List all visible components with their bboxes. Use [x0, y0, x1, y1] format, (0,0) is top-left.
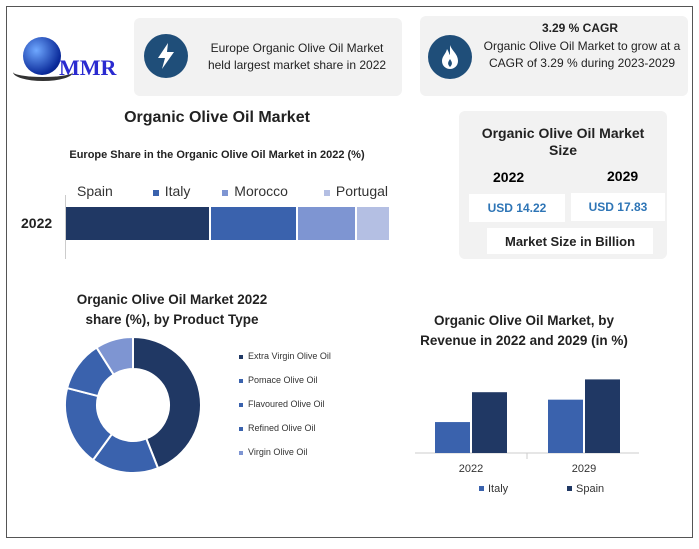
legend-italy: Italy — [164, 183, 191, 199]
legend-morocco: Morocco — [234, 183, 288, 199]
legend-portugal: Portugal — [335, 183, 389, 199]
legend-swatch — [239, 354, 243, 359]
bar-segment-spain — [66, 207, 209, 240]
legend-spain: Spain — [576, 483, 604, 495]
legend-swatch — [239, 450, 243, 455]
legend-label: Flavoured Olive Oil — [248, 399, 325, 409]
stacked-chart-title: Europe Share in the Organic Olive Oil Ma… — [69, 149, 365, 161]
donut-legend-item: Flavoured Olive Oil — [239, 399, 331, 423]
stacked-category-label: 2022 — [21, 215, 53, 231]
revenue-title: Organic Olive Oil Market, by Revenue in … — [420, 313, 628, 348]
logo-text: MMR — [59, 55, 117, 80]
legend-label: Refined Olive Oil — [248, 423, 316, 433]
value-2022: USD 14.22 — [469, 194, 565, 222]
legend-swatch — [239, 426, 243, 431]
legend-spain: Spain — [77, 183, 113, 199]
highlight-card-europe: Europe Organic Olive Oil Market held lar… — [134, 18, 402, 96]
value-2029: USD 17.83 — [571, 193, 665, 221]
donut-slice-4 — [95, 335, 134, 376]
x-tick-label: 2022 — [459, 463, 483, 475]
legend-label: Pomace Olive Oil — [248, 375, 318, 385]
donut-title: Organic Olive Oil Market 2022 share (%),… — [76, 292, 268, 327]
cagr-card: 3.29 % CAGR Organic Olive Oil Market to … — [420, 16, 688, 96]
cagr-text: Organic Olive Oil Market to grow at a CA… — [483, 39, 681, 70]
donut-chart — [64, 335, 202, 474]
bar-italy-2022 — [435, 422, 470, 453]
legend-swatch-italy — [479, 486, 484, 491]
donut-legend-item: Virgin Olive Oil — [239, 447, 331, 471]
donut-slice-0 — [132, 335, 202, 470]
legend-label: Extra Virgin Olive Oil — [248, 351, 331, 361]
legend-swatch-morocco — [222, 190, 229, 196]
legend-italy: Italy — [488, 483, 509, 495]
infographic: MMR Europe Organic Olive Oil Market held… — [6, 6, 693, 538]
page-title: Organic Olive Oil Market — [124, 109, 310, 126]
bar-segment-italy — [210, 207, 297, 240]
bar-spain-2029 — [585, 379, 620, 453]
market-size-unit: Market Size in Billion — [487, 228, 653, 254]
market-size-title: Organic Olive Oil Market Size — [481, 125, 645, 158]
donut-legend-item: Pomace Olive Oil — [239, 375, 331, 399]
stacked-bar — [66, 207, 390, 240]
legend-swatch — [239, 402, 243, 407]
donut-legend-item: Refined Olive Oil — [239, 423, 331, 447]
legend-swatch-portugal — [323, 190, 330, 196]
stacked-axis — [65, 195, 66, 259]
bar-segment-portugal — [357, 207, 390, 240]
legend-label: Virgin Olive Oil — [248, 447, 308, 457]
x-tick-label: 2029 — [572, 463, 596, 475]
year-2022: 2022 — [493, 169, 525, 185]
bar-spain-2022 — [472, 392, 507, 453]
mmr-logo: MMR — [11, 33, 131, 89]
revenue-chart: 2022 2029 Italy Spain — [415, 379, 639, 495]
bar-italy-2029 — [548, 399, 583, 453]
legend-swatch-italy — [152, 190, 159, 196]
market-size-card: Organic Olive Oil Market Size 2022 2029 … — [459, 111, 667, 259]
year-2029: 2029 — [607, 168, 639, 184]
donut-legend: Extra Virgin Olive Oil Pomace Olive Oil Fl… — [239, 351, 331, 471]
highlight-text: Europe Organic Olive Oil Market held lar… — [207, 41, 387, 72]
bar-segment-morocco — [298, 207, 356, 240]
cagr-title: 3.29 % CAGR — [541, 21, 619, 35]
donut-legend-item: Extra Virgin Olive Oil — [239, 351, 331, 375]
flame-icon — [428, 35, 472, 79]
stacked-legend: Spain Italy Morocco Portugal — [77, 183, 388, 199]
legend-swatch — [239, 378, 243, 383]
lightning-icon — [144, 34, 188, 78]
legend-swatch-spain — [567, 486, 572, 491]
swoosh-icon — [13, 63, 73, 81]
